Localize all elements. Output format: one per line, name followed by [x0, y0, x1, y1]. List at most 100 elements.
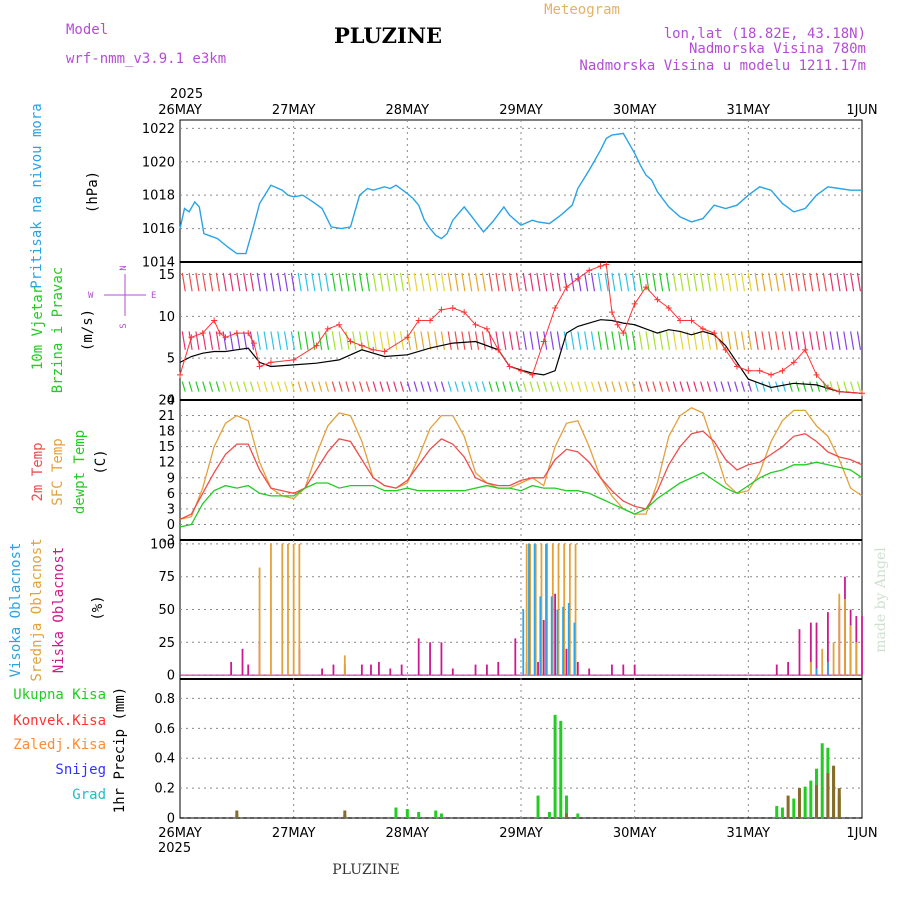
wind-gust-marker	[745, 367, 752, 374]
wind-direction-barb	[454, 272, 459, 292]
wind-gust-marker	[290, 356, 297, 363]
wind-direction-barb	[229, 331, 234, 350]
wind-direction-barb	[809, 381, 814, 392]
wind-gust-marker	[654, 296, 661, 303]
wind-gust-marker	[768, 371, 775, 378]
wind-gust-marker	[427, 317, 434, 324]
wind-direction-barb	[338, 272, 343, 292]
wind-gust-marker	[177, 371, 183, 378]
wind-direction-barb	[577, 331, 582, 350]
wind-direction-barb	[338, 381, 343, 392]
wind-direction-barb	[359, 272, 364, 292]
wind-direction-barb	[700, 272, 705, 292]
wind-direction-barb	[781, 331, 787, 350]
compass-rose: N W E S	[88, 265, 156, 328]
wind-direction-barb	[686, 331, 691, 350]
wind-direction-barb	[802, 331, 807, 350]
model-elevation-text: Nadmorska Visina u modelu 1211.17m	[579, 58, 866, 74]
wind-gust-marker	[245, 330, 252, 337]
legend-snow: Snijeg	[55, 762, 106, 778]
wind-gust-marker	[461, 309, 468, 316]
wind-gust-marker	[370, 346, 377, 353]
wind-direction-barb	[829, 272, 834, 292]
wind-direction-barb	[747, 381, 752, 392]
wind-direction-barb	[454, 381, 459, 392]
wind-direction-barb	[815, 381, 821, 392]
precip-total-bar	[405, 809, 409, 818]
wind-direction-barb	[611, 331, 616, 350]
wind-direction-barb	[202, 272, 207, 292]
wind-direction-barb	[775, 272, 780, 292]
wind-direction-barb	[495, 331, 500, 350]
wind-gust-marker	[699, 325, 706, 332]
wind-direction-barb	[597, 331, 602, 350]
wind-gust-marker	[250, 340, 257, 347]
precip-total-bar	[559, 720, 563, 818]
wind-title-line1: 10m Vjetar	[30, 286, 46, 370]
wind-direction-barb	[243, 331, 248, 350]
wind-direction-barb	[659, 381, 664, 392]
wind-direction-barb	[577, 381, 582, 392]
wind-direction-barb	[850, 272, 855, 292]
wind-direction-barb	[727, 272, 732, 292]
wind-gust-marker	[631, 300, 638, 307]
wind-direction-barb	[570, 331, 575, 350]
wind-gust-marker	[779, 367, 786, 374]
wind-gust-marker	[790, 359, 797, 366]
precip-conv-bar	[826, 773, 830, 818]
precip-conv-bar	[786, 795, 790, 818]
wind-direction-barb	[263, 331, 268, 350]
wind-direction-barb	[781, 272, 787, 292]
wind-direction-barb	[324, 272, 330, 292]
wind-direction-barb	[481, 381, 486, 392]
wind-direction-barb	[352, 331, 357, 350]
sfc-temp-title: SFC Temp	[50, 438, 66, 505]
wind-direction-barb	[768, 272, 773, 292]
wind-gust-marker	[824, 384, 831, 391]
wind-direction-barb	[713, 272, 718, 292]
wind-direction-barb	[597, 381, 602, 392]
data-marks	[177, 132, 865, 819]
wind-direction-barb	[734, 331, 739, 350]
wind-direction-barb	[788, 272, 793, 292]
wind-direction-barb	[638, 272, 643, 292]
wind-direction-barb	[270, 381, 275, 392]
wind-gust-marker	[620, 330, 627, 337]
wind-direction-barb	[324, 381, 330, 392]
wind-direction-barb	[706, 272, 712, 292]
precip-total-bar	[820, 743, 824, 818]
cloud-low-title: Niska Oblacnost	[51, 547, 67, 673]
wind-gust-marker	[722, 346, 729, 353]
wind-gust-marker	[608, 309, 615, 316]
wind-gust-marker	[597, 263, 604, 270]
y-tick-label: 1018	[142, 189, 175, 204]
wind-direction-barb	[590, 381, 596, 392]
wind-gust-marker	[438, 306, 445, 313]
wind-gust-marker	[540, 338, 547, 345]
wind-gust-marker	[222, 334, 229, 341]
bottom-date-label: 27MAY	[272, 826, 316, 841]
top-date-label: 1JUN	[846, 103, 877, 118]
lonlat-text: lon,lat (18.82E, 43.18N)	[664, 26, 866, 42]
wind-direction-barb	[822, 331, 827, 350]
y-tick-label: 18	[158, 425, 175, 440]
wind-direction-barb	[236, 272, 241, 292]
meteogram-label: Meteogram	[544, 2, 620, 18]
wind-direction-barb	[304, 381, 309, 392]
wind-gust-marker	[256, 363, 263, 370]
wind-direction-barb	[495, 272, 500, 292]
precip-total-bar	[434, 810, 438, 818]
wind-direction-barb	[645, 272, 650, 292]
wind-direction-barb	[713, 381, 718, 392]
legend-hail: Grad	[72, 787, 106, 803]
wind-direction-barb	[740, 272, 746, 292]
top-date-label: 30MAY	[613, 103, 657, 118]
wind-direction-barb	[277, 331, 282, 350]
top-date-label: 31MAY	[727, 103, 771, 118]
y-tick-label: 6	[167, 487, 175, 502]
wind-direction-barb	[386, 381, 391, 392]
wind-direction-barb	[529, 381, 534, 392]
wind-direction-barb	[215, 381, 220, 392]
wind-direction-barb	[277, 272, 282, 292]
wind-direction-barb	[461, 272, 466, 292]
